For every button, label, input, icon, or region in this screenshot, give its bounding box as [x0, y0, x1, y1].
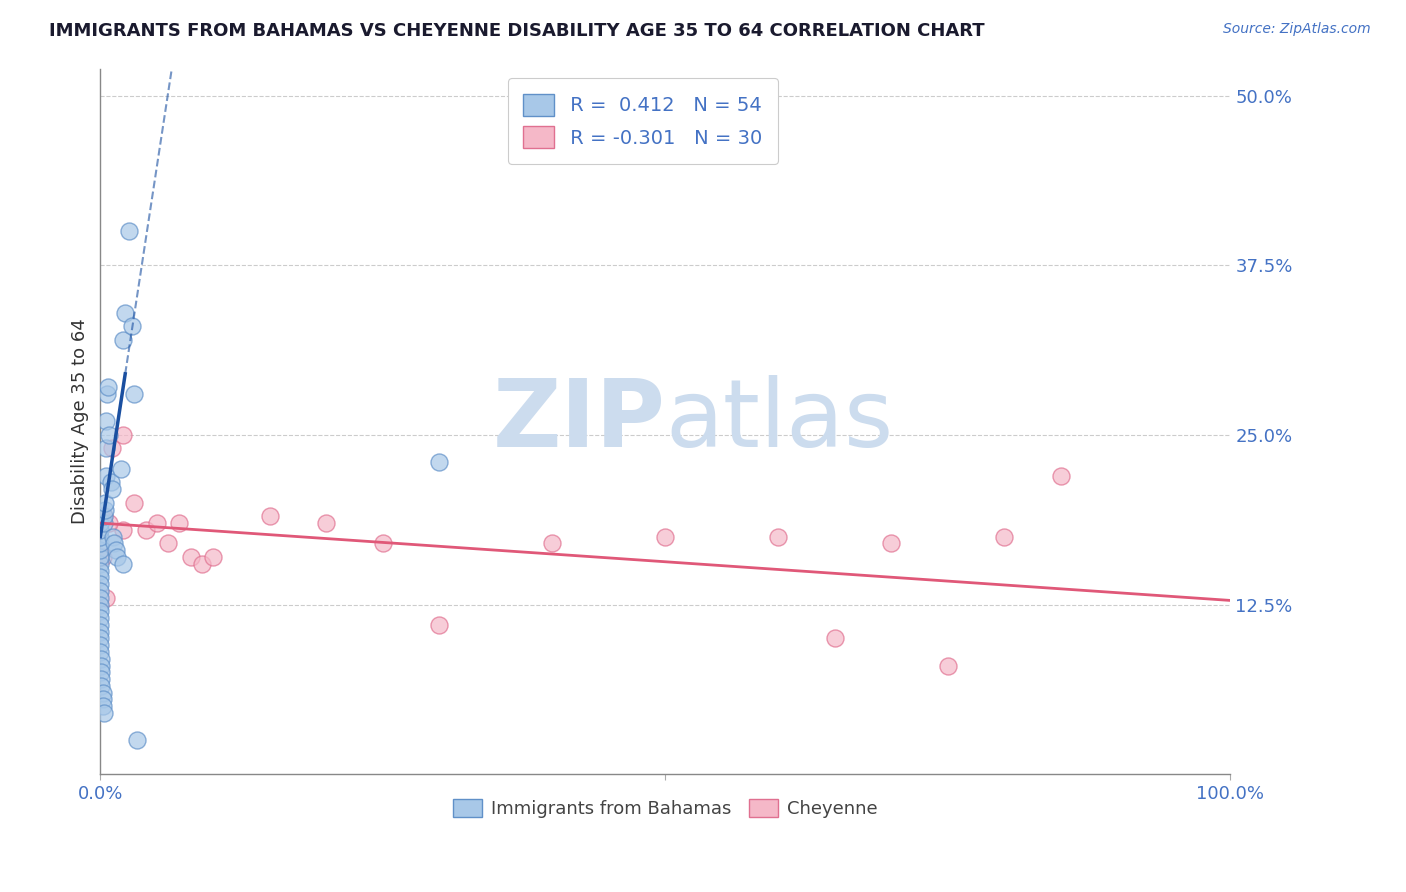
Point — [89, 557, 111, 571]
Point — [89, 618, 111, 632]
Point — [89, 598, 111, 612]
Point — [93, 509, 115, 524]
Point — [89, 638, 111, 652]
Point — [135, 523, 157, 537]
Point — [90, 665, 112, 680]
Point — [89, 523, 111, 537]
Point — [100, 482, 122, 496]
Point — [94, 442, 117, 456]
Point — [94, 502, 117, 516]
Point — [371, 536, 394, 550]
Point — [125, 733, 148, 747]
Point — [259, 509, 281, 524]
Point — [146, 516, 169, 530]
Point — [111, 333, 134, 347]
Point — [91, 549, 114, 564]
Point — [111, 523, 134, 537]
Point — [100, 475, 122, 490]
Text: ZIP: ZIP — [492, 376, 665, 467]
Point — [90, 672, 112, 686]
Legend: Immigrants from Bahamas, Cheyenne: Immigrants from Bahamas, Cheyenne — [446, 791, 884, 825]
Point — [1050, 468, 1073, 483]
Point — [89, 611, 111, 625]
Point — [157, 536, 180, 550]
Point — [98, 428, 121, 442]
Point — [427, 455, 450, 469]
Point — [169, 516, 191, 530]
Point — [97, 380, 120, 394]
Point — [122, 496, 145, 510]
Point — [89, 543, 111, 558]
Point — [89, 516, 111, 530]
Point — [90, 658, 112, 673]
Point — [768, 530, 790, 544]
Point — [180, 549, 202, 564]
Point — [98, 516, 121, 530]
Point — [936, 658, 959, 673]
Point — [96, 387, 118, 401]
Point — [89, 624, 111, 639]
Point — [110, 462, 132, 476]
Point — [89, 536, 111, 550]
Point — [89, 564, 111, 578]
Point — [89, 516, 111, 530]
Point — [89, 645, 111, 659]
Y-axis label: Disability Age 35 to 64: Disability Age 35 to 64 — [72, 318, 89, 524]
Point — [93, 706, 115, 720]
Point — [111, 557, 134, 571]
Point — [93, 509, 115, 524]
Point — [101, 530, 124, 544]
Point — [89, 570, 111, 584]
Point — [94, 591, 117, 605]
Point — [93, 516, 115, 530]
Point — [315, 516, 337, 530]
Point — [94, 468, 117, 483]
Point — [90, 509, 112, 524]
Point — [541, 536, 564, 550]
Point — [111, 428, 134, 442]
Point — [654, 530, 676, 544]
Point — [114, 306, 136, 320]
Point — [91, 692, 114, 706]
Point — [89, 591, 111, 605]
Point — [89, 604, 111, 618]
Point — [90, 652, 112, 666]
Text: atlas: atlas — [665, 376, 894, 467]
Point — [89, 530, 111, 544]
Point — [202, 549, 225, 564]
Point — [880, 536, 903, 550]
Point — [89, 549, 111, 564]
Text: Source: ZipAtlas.com: Source: ZipAtlas.com — [1223, 22, 1371, 37]
Point — [91, 686, 114, 700]
Point — [90, 679, 112, 693]
Point — [94, 414, 117, 428]
Point — [103, 536, 125, 550]
Point — [89, 516, 111, 530]
Text: IMMIGRANTS FROM BAHAMAS VS CHEYENNE DISABILITY AGE 35 TO 64 CORRELATION CHART: IMMIGRANTS FROM BAHAMAS VS CHEYENNE DISA… — [49, 22, 984, 40]
Point — [824, 632, 846, 646]
Point — [427, 618, 450, 632]
Point — [993, 530, 1015, 544]
Point — [105, 549, 128, 564]
Point — [117, 224, 139, 238]
Point — [100, 442, 122, 456]
Point — [122, 387, 145, 401]
Point — [89, 632, 111, 646]
Point — [89, 583, 111, 598]
Point — [89, 577, 111, 591]
Point — [191, 557, 214, 571]
Point — [121, 319, 143, 334]
Point — [91, 699, 114, 714]
Point — [94, 496, 117, 510]
Point — [105, 543, 128, 558]
